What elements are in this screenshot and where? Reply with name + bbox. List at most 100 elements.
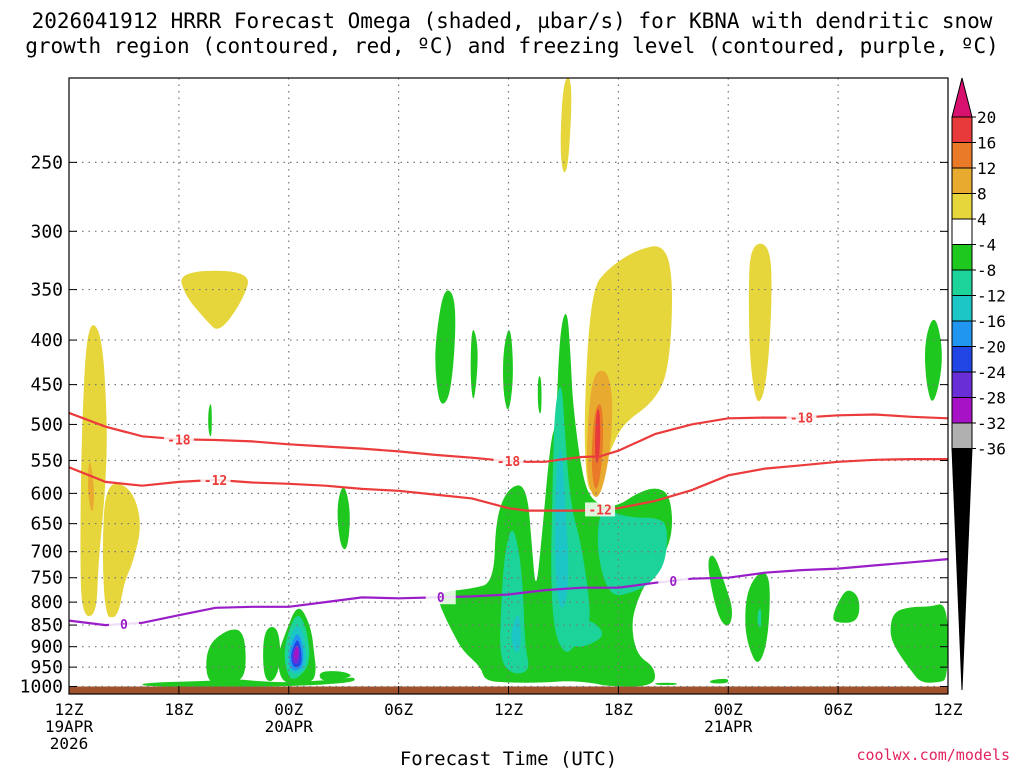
colorbar-label-1: 16 <box>977 134 996 153</box>
omega-blob-38 <box>833 590 860 623</box>
colorbar-label-10: -24 <box>977 363 1006 382</box>
colorbar-label-5: -4 <box>977 236 996 255</box>
colorbar-label-6: -8 <box>977 261 996 280</box>
chart-title-line1: 2026041912 HRRR Forecast Omega (shaded, … <box>31 9 993 33</box>
x-axis-label: Forecast Time (UTC) <box>400 748 617 768</box>
omega-blob-3 <box>181 270 249 329</box>
contour-label-bg-minus18-1 <box>493 454 524 469</box>
omega-blob-41 <box>655 682 677 685</box>
site-credit[interactable]: coolwx.com/models <box>856 746 1010 764</box>
omega-blob-29 <box>500 530 529 674</box>
omega-blob-37 <box>757 608 762 628</box>
x-tick-label-42-0: 06Z <box>824 700 853 719</box>
colorbar-label-13: -36 <box>977 440 1006 459</box>
y-tick-label-250: 250 <box>30 152 63 173</box>
omega-blob-8 <box>595 409 601 464</box>
omega-blob-16 <box>337 487 350 550</box>
contour-label-bg-freezing-2 <box>658 573 689 588</box>
x-tick-label-36-0: 00Z <box>714 700 743 719</box>
colorbar-label-8: -16 <box>977 312 1006 331</box>
omega-blob-27 <box>319 671 351 681</box>
omega-blob-39 <box>890 604 948 683</box>
omega-blob-40 <box>709 678 729 684</box>
colorbar-segment-2 <box>951 142 973 169</box>
y-tick-label-400: 400 <box>30 330 63 351</box>
colorbar: 20 16 12 8 4 -4 -8 -12 -16 -20 -24 -28 -32 -36 <box>951 77 1006 691</box>
y-tick-label-300: 300 <box>30 221 63 242</box>
x-tick-label-0-2: 2026 <box>50 734 89 753</box>
omega-blob-9 <box>748 243 772 402</box>
temperature-contours: -18 -18 -18 -12 -12 0 0 0 <box>69 410 948 633</box>
colorbar-segment-5 <box>951 218 973 245</box>
y-tick-label-950: 950 <box>30 657 63 678</box>
omega-blob-33 <box>597 509 668 596</box>
contour-minus18 <box>69 411 948 463</box>
x-tick-label-18-0: 06Z <box>384 700 413 719</box>
colorbar-segment-8 <box>951 295 973 322</box>
omega-blob-1 <box>102 483 140 619</box>
colorbar-label-4: 4 <box>977 210 987 229</box>
y-tick-label-850: 850 <box>30 615 63 636</box>
colorbar-bottom-arrow <box>951 448 973 691</box>
contour-label-bg-freezing-1 <box>425 590 456 605</box>
x-tick-label-12-0: 00Z <box>274 700 303 719</box>
contour-label-minus18-0: -18 <box>167 433 191 448</box>
omega-blob-0 <box>80 325 107 617</box>
omega-blob-12 <box>470 330 478 399</box>
contour-label-minus18-1: -18 <box>497 455 521 470</box>
x-tick-label-12-1: 20APR <box>265 717 314 736</box>
colorbar-segment-9 <box>951 320 973 347</box>
contour-label-minus12-0: -12 <box>204 474 227 489</box>
colorbar-label-11: -28 <box>977 389 1006 408</box>
contour-label-freezing-1: 0 <box>437 591 445 606</box>
x-tick-label-36-1: 21APR <box>704 717 753 736</box>
omega-blob-13 <box>503 330 513 410</box>
colorbar-segment-6 <box>951 244 973 271</box>
omega-blob-15 <box>924 319 942 401</box>
y-tick-label-700: 700 <box>30 542 63 563</box>
y-tick-label-650: 650 <box>30 514 63 535</box>
omega-blob-34 <box>565 620 603 647</box>
colorbar-label-7: -12 <box>977 287 1006 306</box>
contour-label-bg-minus12-0 <box>200 472 231 487</box>
x-tick-label-48-0: 12Z <box>934 700 963 719</box>
contour-freezing <box>69 558 948 627</box>
colorbar-segment-11 <box>951 371 973 398</box>
chart-axes: 2503003504004505005506006507007508008509… <box>20 152 963 768</box>
colorbar-segment-12 <box>951 397 973 424</box>
chart-title-line2: growth region (contoured, red, ºC) and f… <box>25 34 999 58</box>
omega-blob-30 <box>511 615 521 653</box>
omega-blob-18 <box>206 629 246 683</box>
x-tick-label-30-0: 18Z <box>604 700 633 719</box>
omega-blob-17 <box>142 677 355 687</box>
omega-blob-4 <box>560 78 572 173</box>
contour-label-freezing-2: 0 <box>669 575 677 590</box>
y-tick-label-800: 800 <box>30 592 63 613</box>
omega-blob-10 <box>208 404 212 437</box>
x-tick-label-6-0: 18Z <box>164 700 193 719</box>
contour-label-minus12-1: -12 <box>588 503 611 518</box>
y-tick-label-600: 600 <box>30 483 63 504</box>
colorbar-segment-7 <box>951 269 973 296</box>
contour-label-bg-minus18-2 <box>786 410 817 425</box>
y-tick-label-1000: 1000 <box>20 677 63 698</box>
colorbar-label-2: 12 <box>977 159 996 178</box>
colorbar-label-12: -32 <box>977 414 1006 433</box>
colorbar-segment-4 <box>951 193 973 220</box>
colorbar-top-arrow <box>951 77 973 118</box>
y-tick-label-450: 450 <box>30 375 63 396</box>
y-tick-label-550: 550 <box>30 450 63 471</box>
colorbar-segment-1 <box>951 116 973 143</box>
contour-label-bg-freezing-0 <box>108 616 139 631</box>
colorbar-segment-3 <box>951 167 973 194</box>
y-tick-label-750: 750 <box>30 568 63 589</box>
contour-label-minus18-2: -18 <box>790 412 814 427</box>
colorbar-segment-13 <box>951 422 973 449</box>
contour-label-bg-minus12-1 <box>585 502 616 517</box>
colorbar-label-9: -20 <box>977 338 1006 357</box>
omega-blob-19 <box>263 627 281 682</box>
contour-label-bg-minus18-0 <box>163 432 194 447</box>
y-tick-label-900: 900 <box>30 637 63 658</box>
colorbar-label-3: 8 <box>977 185 987 204</box>
